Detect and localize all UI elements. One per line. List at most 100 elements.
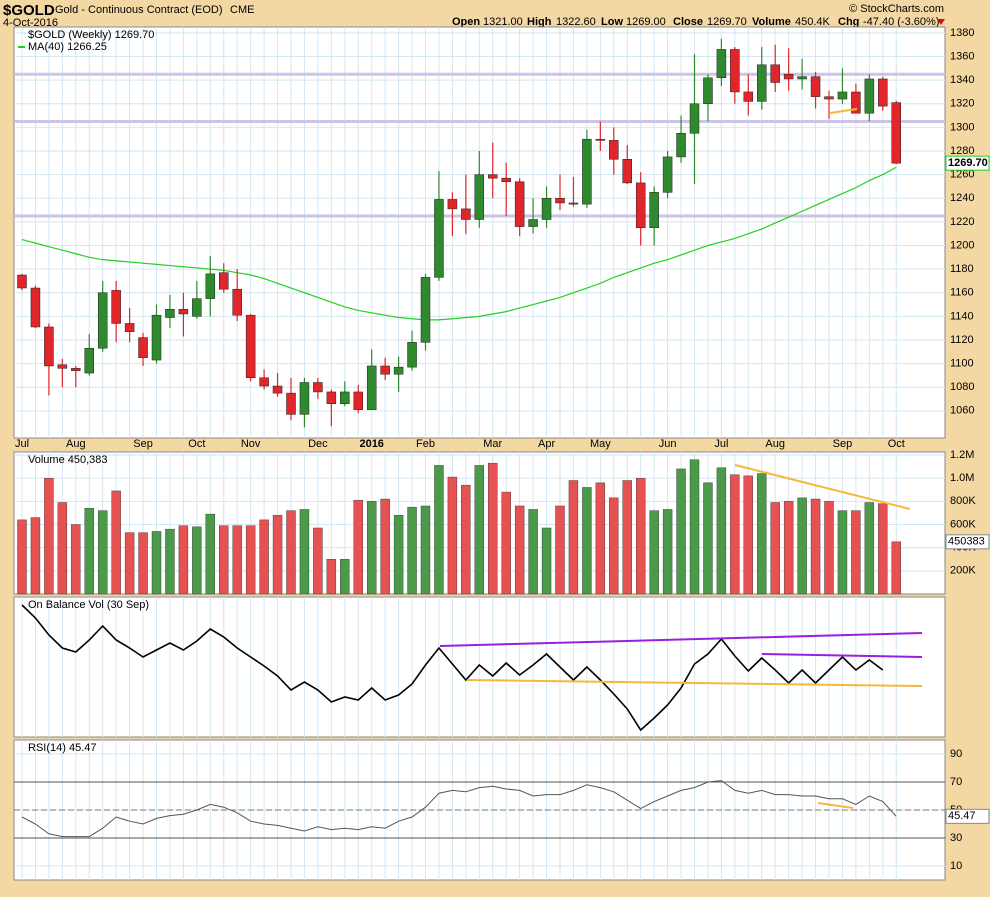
x-tick-label: Jun (659, 438, 677, 450)
candle-body (676, 133, 686, 158)
volume-bar (138, 532, 148, 595)
volume-bar (434, 465, 444, 595)
candle-body (891, 102, 901, 164)
y-tick-label: 200K (950, 565, 976, 577)
candle-body (192, 298, 202, 317)
volume-bar (340, 559, 350, 595)
candle-body (837, 91, 848, 100)
candle-body (299, 382, 310, 415)
last-value-label: 1269.70 (948, 157, 988, 169)
candle-body (488, 174, 498, 179)
volume-bar (770, 502, 780, 595)
y-tick-label: 90 (950, 748, 962, 760)
volume-bar (97, 510, 108, 595)
y-tick-label: 10 (950, 860, 962, 872)
volume-bar (111, 490, 121, 595)
candle-body (783, 73, 794, 80)
candle-body (474, 174, 485, 220)
x-tick-label: Nov (241, 438, 261, 450)
y-tick-label: 1.2M (950, 449, 974, 461)
moving-average (21, 166, 897, 321)
x-tick-label: Sep (133, 438, 153, 450)
last-value-label: 450383 (948, 536, 985, 548)
volume-bar (447, 476, 458, 595)
date: 4-Oct-2016 (3, 17, 58, 29)
quote-value: 1321.00 (483, 16, 523, 28)
candle-body (44, 326, 54, 367)
candle-body (609, 140, 619, 160)
quote-label: Volume (752, 16, 791, 28)
volume-bar (151, 531, 162, 595)
volume-bar (649, 510, 659, 595)
y-tick-label: 1360 (950, 50, 974, 62)
trendline (761, 653, 923, 658)
volume-bar (205, 513, 216, 595)
quote-value: 450.4K (795, 16, 831, 28)
volume-bar (367, 501, 377, 595)
candle-body (245, 314, 256, 379)
y-tick-label: 1320 (950, 98, 974, 110)
volume-bar (743, 475, 753, 595)
volume-bar (286, 510, 296, 595)
quote-value: 1322.60 (556, 16, 596, 28)
candle-body (649, 192, 659, 229)
quote-label: High (527, 16, 552, 28)
candle-body (461, 208, 471, 220)
trendline (817, 802, 854, 809)
symbol: $GOLD (3, 2, 55, 19)
candle-body (232, 288, 242, 316)
quote-label: Close (673, 16, 703, 28)
volume-bar (864, 502, 875, 595)
volume-bar (407, 506, 417, 595)
volume-bar (716, 467, 727, 595)
candle-body (689, 103, 700, 134)
trendline (829, 108, 858, 114)
legend: On Balance Vol (30 Sep) (28, 599, 149, 611)
volume-bar (837, 510, 848, 595)
volume-bar (30, 517, 41, 595)
candle-body (17, 274, 27, 289)
candle-body (810, 76, 821, 97)
volume-bar (622, 480, 632, 595)
volume-bar (219, 525, 229, 595)
volume-bar (393, 515, 404, 595)
candle-body (824, 96, 834, 100)
trendline (734, 464, 911, 510)
y-tick-label: 1120 (950, 334, 974, 346)
volume-bar (165, 528, 175, 595)
y-tick-label: 1280 (950, 145, 974, 157)
candle-body (743, 91, 754, 102)
volume-bar (703, 482, 713, 595)
y-tick-label: 70 (950, 776, 962, 788)
candle-body (864, 78, 875, 114)
last-value-tag (945, 155, 990, 171)
candle-body (528, 219, 538, 227)
candle-body (259, 377, 269, 387)
x-tick-label: Dec (308, 438, 328, 450)
x-tick-label: 2016 (359, 438, 383, 450)
volume-bar (57, 502, 68, 595)
volume-bar (178, 525, 189, 595)
candle-body (757, 64, 767, 102)
candle-body (662, 156, 673, 193)
volume-bar (501, 491, 511, 595)
y-tick-label: 1300 (950, 121, 974, 133)
y-tick-label: 800K (950, 495, 976, 507)
candle-body (434, 199, 444, 278)
volume-bar (71, 524, 81, 595)
y-tick-label: 1220 (950, 216, 974, 228)
y-tick-label: 1240 (950, 192, 974, 204)
volume-bar (488, 462, 498, 595)
candle-body (313, 382, 323, 393)
x-tick-label: Aug (765, 438, 785, 450)
x-tick-label: Aug (66, 438, 86, 450)
candle-body (420, 277, 431, 343)
candle-body (124, 323, 135, 332)
candle-body (219, 272, 229, 290)
quote-label: Chg (838, 16, 859, 28)
candle-body (878, 78, 888, 107)
candle-body (716, 49, 727, 79)
indicator-line (21, 780, 897, 838)
legend: Volume 450,383 (28, 454, 108, 466)
